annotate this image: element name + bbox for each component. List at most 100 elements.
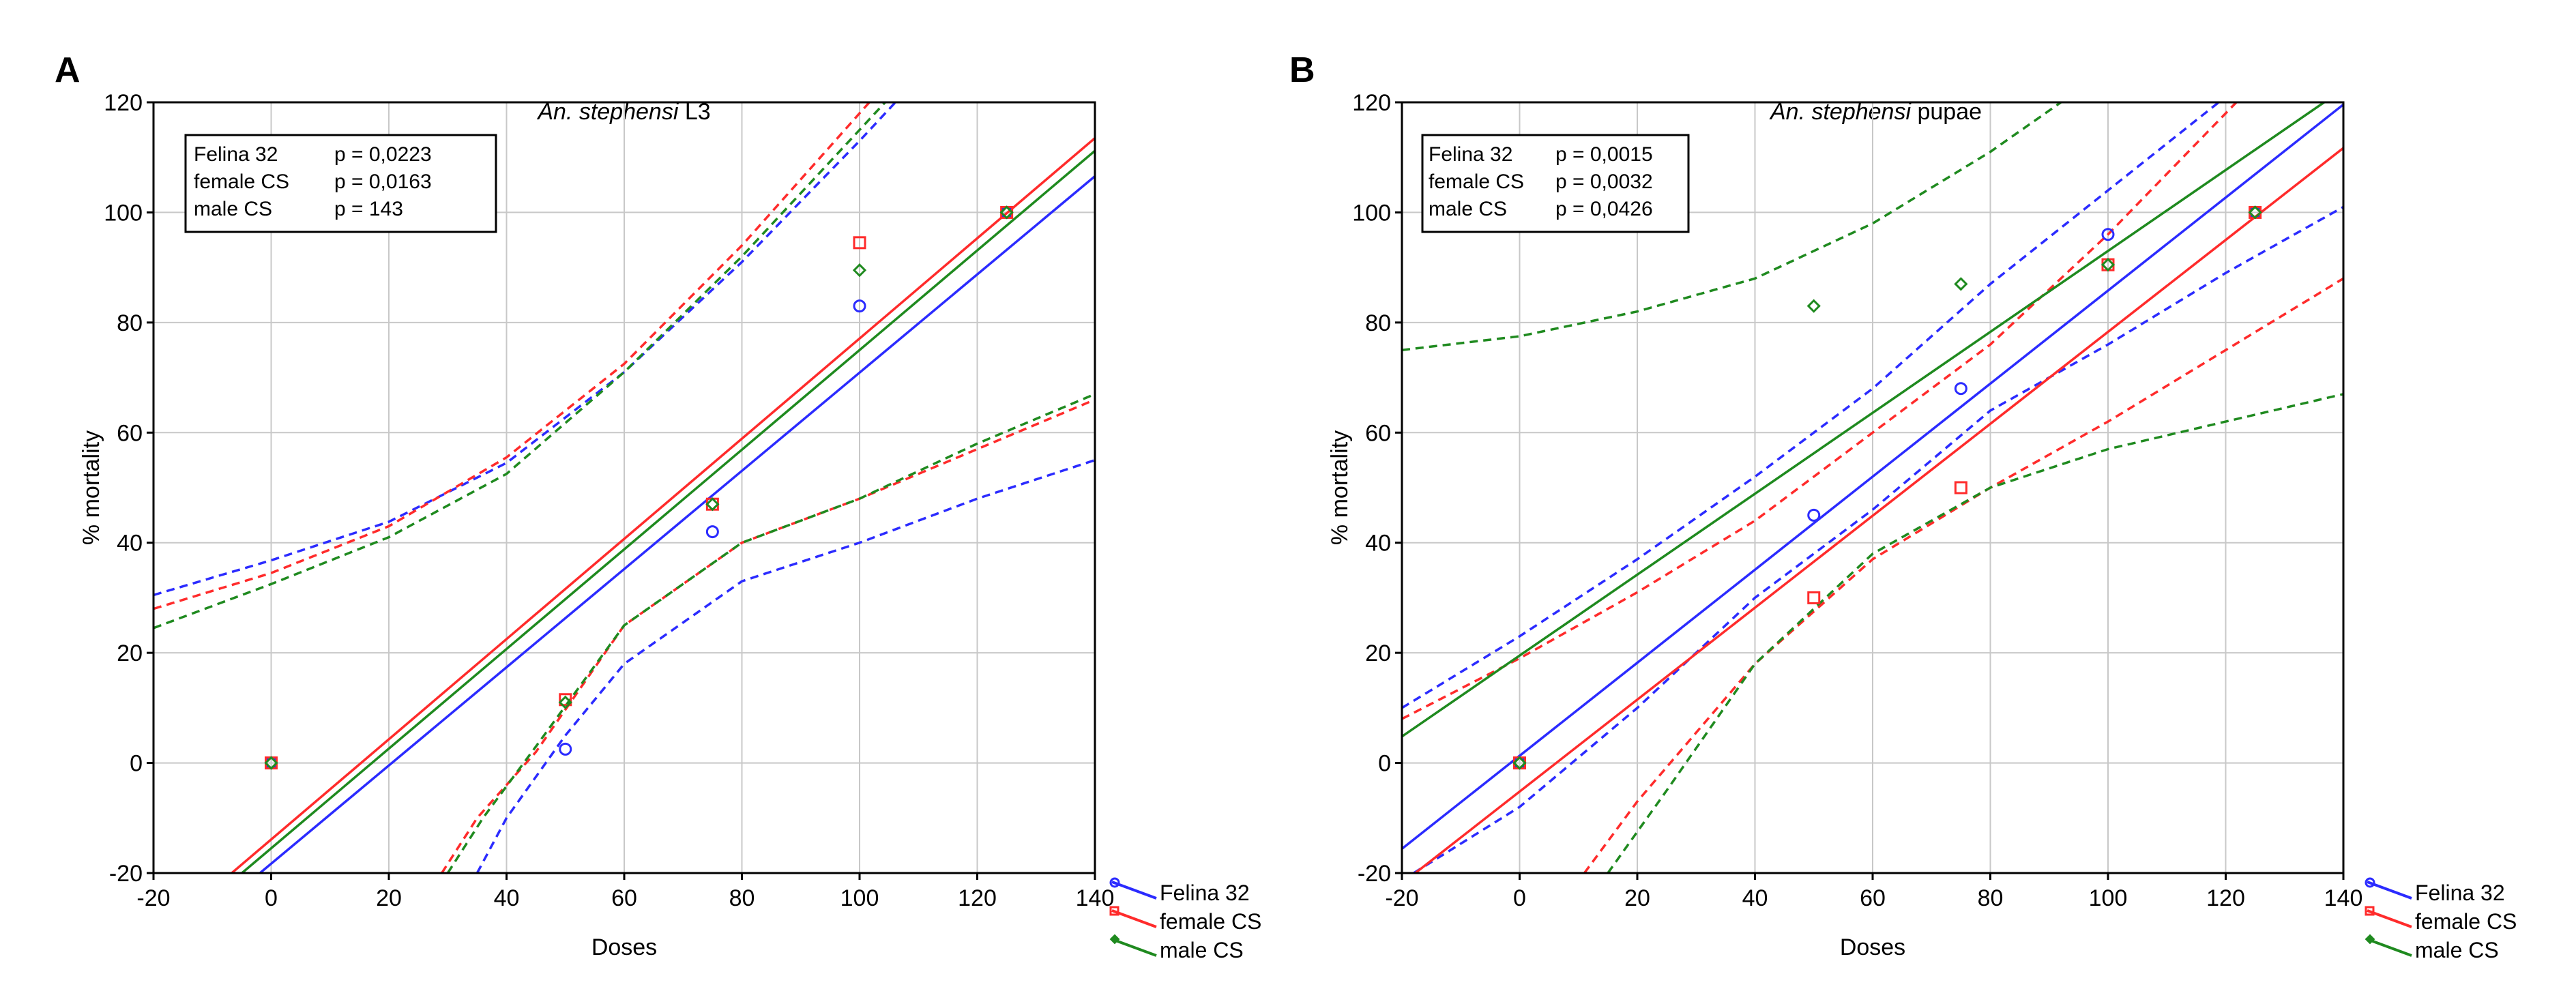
- stats-p: p = 0,0032: [1555, 171, 1653, 193]
- data-point: [1954, 382, 1967, 396]
- panel-a: A An. stephensi L3 -20 0 20 40 60 80 100 120 140…: [55, 50, 1261, 962]
- fit-lines: [1402, 102, 2343, 873]
- data-points: [264, 205, 1014, 770]
- y-tick-label: 40: [117, 531, 143, 557]
- data-point: [1806, 299, 1821, 313]
- confidence-band-upper: [1402, 102, 2064, 351]
- confidence-band-lower: [441, 398, 1095, 873]
- legend-item: male CS: [1109, 934, 1244, 962]
- stats-p: p = 143: [334, 198, 403, 220]
- panel-label: A: [55, 50, 80, 90]
- legend-line: [2367, 938, 2412, 957]
- x-axis-label: Doses: [1840, 934, 1905, 960]
- data-points: [1512, 205, 2262, 770]
- fit-line: [258, 175, 1095, 873]
- confidence-bands: [1402, 102, 2343, 873]
- x-tick-label: 80: [729, 885, 755, 911]
- confidence-band-lower: [1583, 277, 2343, 873]
- y-tick-label: 60: [1365, 420, 1391, 446]
- x-tick-label: 120: [958, 885, 997, 911]
- legend-marker: [2365, 877, 2375, 888]
- x-tick-label: 80: [1978, 885, 2004, 911]
- stats-name: Felina 32: [1429, 143, 1512, 166]
- data-point: [1512, 756, 1527, 770]
- panel-label: B: [1289, 50, 1315, 90]
- data-point: [853, 299, 866, 313]
- x-tick-label: 140: [2324, 885, 2363, 911]
- data-point: [559, 742, 572, 756]
- stats-box: Felina 32 p = 0,0015 female CS p = 0,003…: [1421, 134, 1690, 233]
- data-point: [559, 693, 572, 707]
- legend-marker: [2365, 934, 2375, 945]
- stats-box-frame: [184, 134, 497, 233]
- confidence-band-lower: [446, 393, 1095, 873]
- y-tick-label: 40: [1365, 531, 1391, 557]
- y-axis-label: % mortality: [78, 430, 104, 545]
- data-point: [853, 236, 866, 250]
- data-point: [1954, 481, 1967, 494]
- confidence-band-lower: [1607, 393, 2343, 873]
- confidence-band-upper: [1402, 102, 2238, 720]
- y-ticks: -20 0 20 40 60 80 100 120: [1352, 90, 1402, 887]
- data-point: [852, 263, 867, 278]
- y-axis-label: % mortality: [1327, 430, 1353, 545]
- x-ticks: -20 0 20 40 60 80 100 120 140: [1385, 873, 2362, 911]
- y-tick-label: 0: [1378, 751, 1391, 777]
- panel-b: B An. stephensi pupae -20 0 20 40 60 80 100 120…: [1289, 50, 2517, 962]
- fit-line: [1402, 102, 2326, 738]
- data-point: [264, 756, 278, 770]
- x-tick-label: 0: [1513, 885, 1526, 911]
- stats-p: p = 0,0426: [1555, 198, 1653, 220]
- legend-item: female CS: [1109, 906, 1261, 934]
- y-tick-label: 100: [1352, 200, 1391, 226]
- confidence-bands: [153, 102, 1095, 873]
- x-tick-label: 140: [1076, 885, 1115, 911]
- data-point: [705, 497, 720, 512]
- data-point: [1807, 508, 1821, 522]
- legend-label: Felina 32: [2415, 881, 2505, 905]
- data-point: [2101, 228, 2115, 241]
- data-point: [999, 205, 1014, 220]
- y-tick-label: 80: [1365, 310, 1391, 336]
- y-tick-label: 0: [130, 751, 143, 777]
- x-axis-label: Doses: [591, 934, 657, 960]
- x-tick-label: 100: [2089, 885, 2128, 911]
- x-ticks: -20 0 20 40 60 80 100 120 140: [136, 873, 1114, 911]
- legend-item: male CS: [2365, 934, 2499, 962]
- fit-line: [1402, 103, 2343, 850]
- legend-label: Felina 32: [1160, 881, 1250, 905]
- y-tick-label: 100: [104, 200, 143, 226]
- x-tick-label: 60: [1860, 885, 1886, 911]
- y-tick-label: -20: [109, 861, 143, 887]
- confidence-band-upper: [153, 102, 897, 597]
- legend-line: [2367, 909, 2412, 928]
- x-tick-label: 40: [1742, 885, 1768, 911]
- stats-name: female CS: [194, 171, 289, 193]
- stats-p: p = 0,0015: [1555, 143, 1653, 166]
- data-point: [2248, 205, 2262, 220]
- legend-label: male CS: [2415, 938, 2499, 962]
- data-point: [1954, 277, 1968, 291]
- legend: Felina 32 female CS male CS: [2365, 877, 2517, 962]
- x-tick-label: 20: [376, 885, 402, 911]
- data-point: [2101, 257, 2116, 272]
- data-point: [558, 695, 572, 709]
- y-tick-label: 60: [117, 420, 143, 446]
- confidence-band-upper: [153, 102, 887, 630]
- legend-label: female CS: [1160, 909, 1261, 934]
- x-tick-label: 20: [1624, 885, 1650, 911]
- x-tick-label: 120: [2206, 885, 2245, 911]
- legend-marker: [2365, 906, 2375, 916]
- x-tick-label: -20: [1385, 885, 1418, 911]
- legend-line: [1111, 909, 1157, 928]
- x-tick-label: 40: [494, 885, 520, 911]
- x-tick-label: 100: [840, 885, 879, 911]
- fit-lines: [229, 137, 1095, 873]
- y-tick-label: -20: [1358, 861, 1391, 887]
- confidence-band-upper: [1402, 102, 2221, 709]
- legend-label: female CS: [2415, 909, 2517, 934]
- stats-box: Felina 32 p = 0,0223 female CS p = 0,016…: [184, 134, 497, 233]
- confidence-band-upper: [153, 102, 871, 610]
- data-point: [705, 525, 719, 539]
